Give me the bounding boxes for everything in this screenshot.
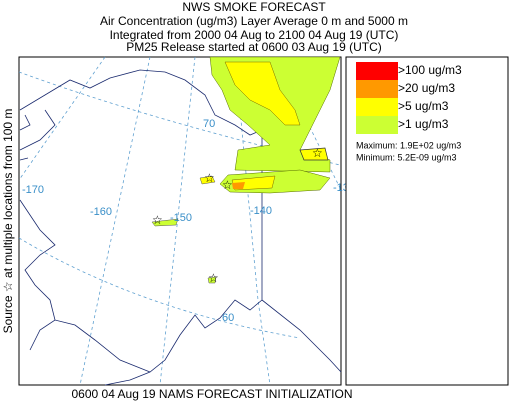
smoke-area (199, 175, 216, 185)
grid-label: -150 (170, 212, 192, 224)
grid-line (18, 237, 301, 339)
legend-items: >100 ug/m3 >20 ug/m3 >5 ug/m3 >1 ug/m3 (356, 62, 462, 134)
grid-label: 60 (222, 312, 234, 324)
legend-swatch (356, 80, 398, 98)
coastline (19, 57, 342, 386)
smoke-area (224, 61, 301, 126)
title: NWS SMOKE FORECAST (182, 0, 326, 14)
subtitle: PM25 Release started at 0600 03 Aug 19 (… (126, 40, 381, 54)
subtitle: Air Concentration (ug/m3) Layer Average … (100, 14, 408, 28)
smoke-area (151, 218, 179, 227)
source-star: ☆ (222, 178, 233, 192)
legend-label: >100 ug/m3 (398, 63, 462, 77)
grid-line (234, 56, 271, 386)
legend-label: >20 ug/m3 (398, 81, 455, 95)
coastline (19, 114, 31, 161)
grid-label: -160 (90, 206, 112, 218)
grid-label: -170 (22, 184, 44, 196)
subtitle: Integrated from 2000 04 Aug to 2100 04 A… (110, 28, 399, 42)
source-star: ☆ (208, 271, 219, 285)
legend-swatch (356, 62, 398, 80)
minimum: Minimum: 5.2E-09 ug/m3 (356, 152, 457, 162)
maximum: Maximum: 1.9E+02 ug/m3 (356, 140, 461, 150)
grid-line (79, 56, 151, 386)
legend-swatch (356, 116, 398, 134)
footer: 0600 04 Aug 19 NAMS FORECAST INITIALIZAT… (72, 387, 353, 401)
smoke-area (299, 147, 329, 161)
grid-line (18, 56, 106, 181)
grid-label: 70 (203, 118, 215, 130)
source-star: ☆ (152, 213, 163, 227)
source-star: ☆ (312, 146, 323, 160)
grid-label: -140 (250, 205, 272, 217)
legend-label: >5 ug/m3 (398, 99, 449, 113)
smoke-area (207, 276, 217, 284)
legend-label: >1 ug/m3 (398, 117, 449, 131)
legend-swatch (356, 98, 398, 116)
legend: >100 ug/m3 >20 ug/m3 >5 ug/m3 >1 ug/m3 Maxi… (345, 56, 509, 386)
source-star: ☆ (204, 171, 215, 185)
smoke-area (232, 182, 245, 189)
side-label: Source ☆ at multiple locations from 100 … (1, 109, 15, 334)
